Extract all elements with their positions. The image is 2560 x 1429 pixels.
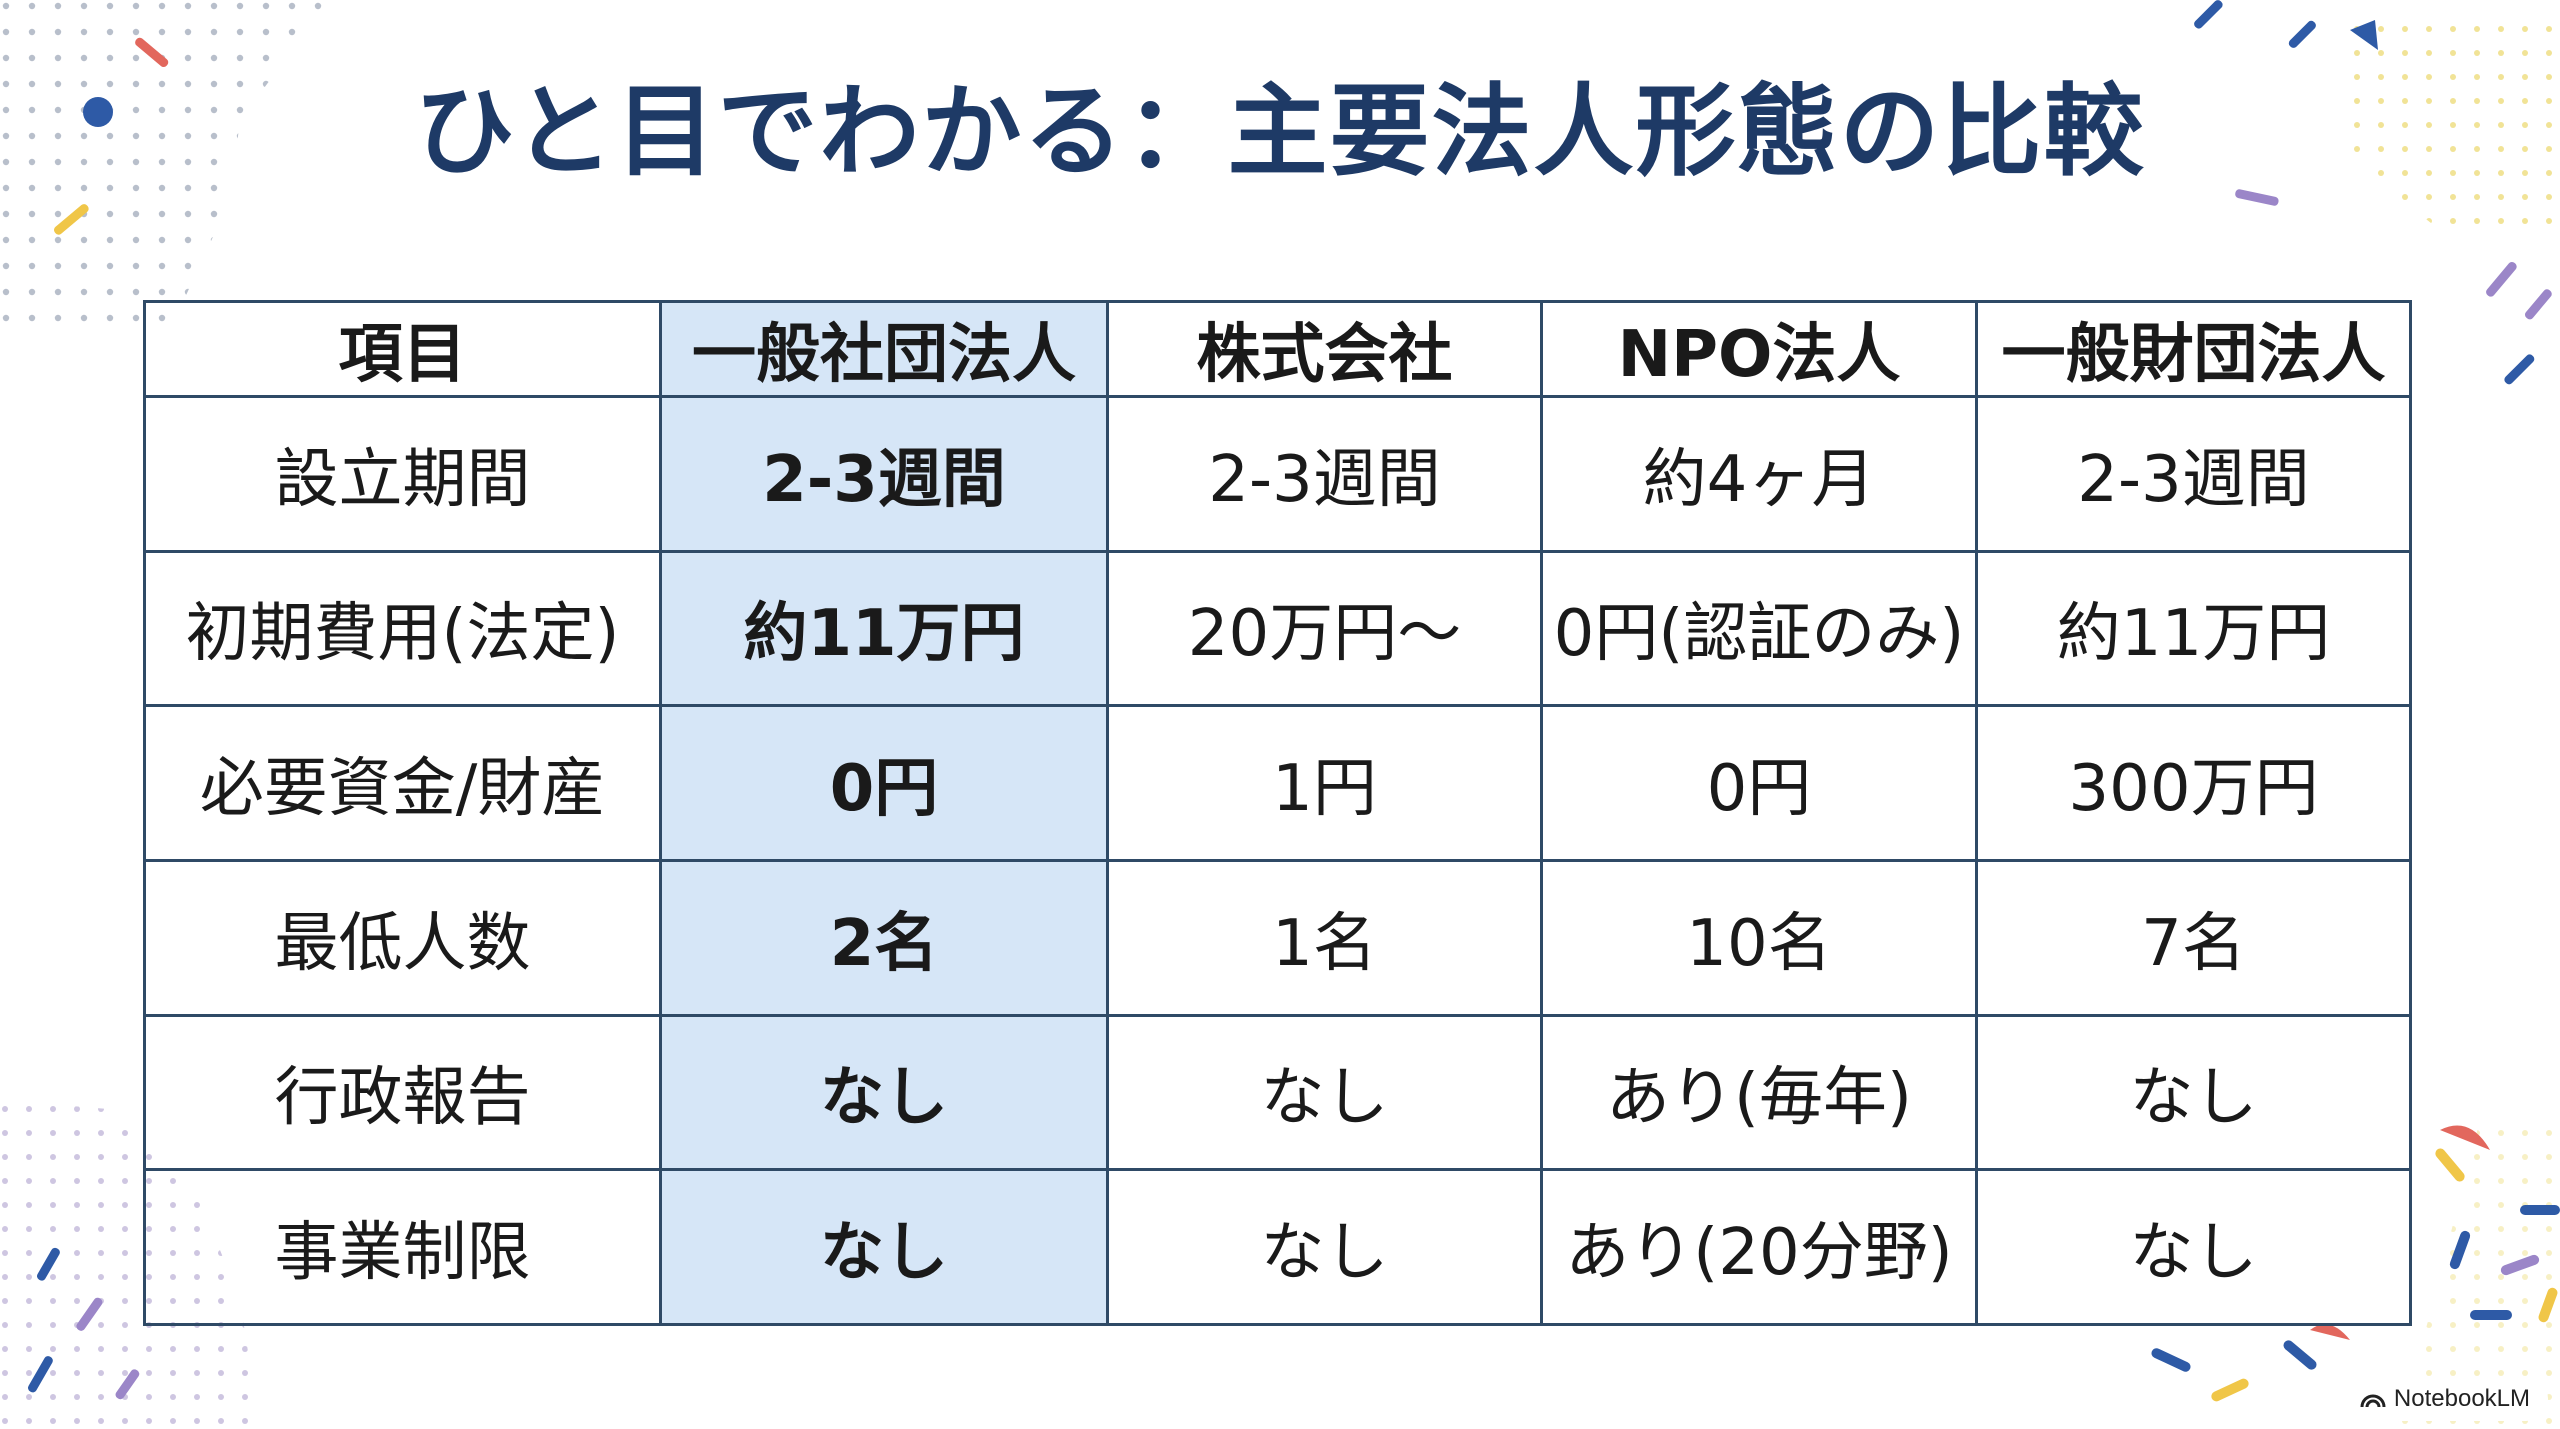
table-cell: 300万円 (1975, 704, 2412, 862)
header-npo: NPO法人 (1540, 300, 1978, 398)
header-stock-company: 株式会社 (1106, 300, 1543, 398)
row-label: 最低人数 (143, 858, 662, 1017)
table-cell: なし (1975, 1013, 2412, 1172)
table-cell: なし (1106, 1013, 1543, 1172)
notebooklm-label: NotebookLM (2393, 1385, 2530, 1412)
table-row: 必要資金/財産 0円 1円 0円 300万円 (143, 704, 2412, 862)
table-row: 行政報告 なし なし あり(毎年) なし (143, 1013, 2412, 1172)
table-cell: 20万円〜 (1106, 549, 1543, 708)
row-label: 初期費用(法定) (143, 549, 662, 708)
table-cell: 0円 (659, 704, 1109, 862)
row-label: 事業制限 (143, 1168, 662, 1326)
table-cell: 1円 (1106, 704, 1543, 862)
table-cell: 10名 (1540, 858, 1978, 1017)
table-cell: 1名 (1106, 858, 1543, 1017)
header-item: 項目 (143, 300, 662, 398)
table-cell: あり(20分野) (1540, 1168, 1978, 1326)
header-general-incorporated-foundation: 一般財団法人 (1975, 300, 2412, 398)
comparison-table: 項目 一般社団法人 株式会社 NPO法人 一般財団法人 設立期間 2-3週間 2… (143, 300, 2412, 1326)
table-cell: 約11万円 (1975, 549, 2412, 708)
table-header-row: 項目 一般社団法人 株式会社 NPO法人 一般財団法人 (143, 300, 2412, 398)
table-cell: なし (1975, 1168, 2412, 1326)
header-general-incorporated-association: 一般社団法人 (659, 300, 1109, 398)
row-label: 行政報告 (143, 1013, 662, 1172)
notebooklm-logo-icon (2360, 1389, 2386, 1409)
table-cell: 2名 (659, 858, 1109, 1017)
table-cell: 0円(認証のみ) (1540, 549, 1978, 708)
table-cell: 約4ヶ月 (1540, 395, 1978, 553)
row-label: 必要資金/財産 (143, 704, 662, 862)
notebooklm-badge: NotebookLM (2345, 1377, 2548, 1421)
table-cell: なし (659, 1013, 1109, 1172)
table-cell: 約11万円 (659, 549, 1109, 708)
table-cell: なし (659, 1168, 1109, 1326)
page-title: ひと目でわかる：主要法人形態の比較 (414, 73, 2146, 190)
table-cell: 2-3週間 (1975, 395, 2412, 553)
table-cell: 2-3週間 (1106, 395, 1543, 553)
row-label: 設立期間 (143, 395, 662, 553)
table-row: 設立期間 2-3週間 2-3週間 約4ヶ月 2-3週間 (143, 395, 2412, 553)
table-row: 最低人数 2名 1名 10名 7名 (143, 858, 2412, 1017)
table-cell: あり(毎年) (1540, 1013, 1978, 1172)
table-cell: 2-3週間 (659, 395, 1109, 553)
table-cell: なし (1106, 1168, 1543, 1326)
table-row: 初期費用(法定) 約11万円 20万円〜 0円(認証のみ) 約11万円 (143, 549, 2412, 708)
table-cell: 0円 (1540, 704, 1978, 862)
table-cell: 7名 (1975, 858, 2412, 1017)
table-row: 事業制限 なし なし あり(20分野) なし (143, 1168, 2412, 1326)
